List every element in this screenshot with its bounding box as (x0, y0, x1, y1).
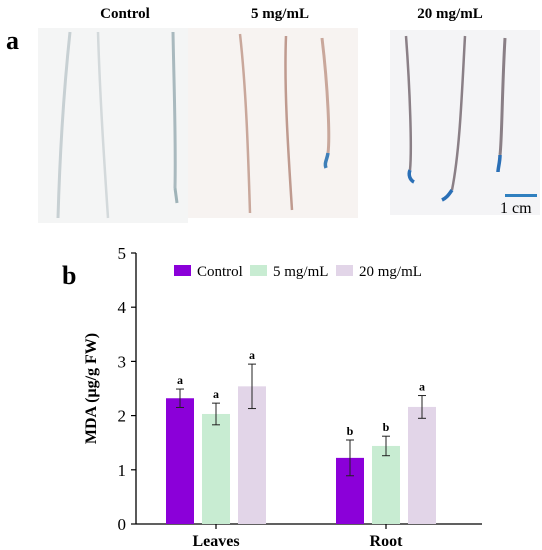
bar (372, 445, 400, 524)
y-tick-label: 0 (118, 515, 127, 534)
significance-letter: a (249, 348, 255, 362)
significance-letter: a (419, 380, 425, 394)
y-tick-label: 3 (118, 352, 127, 371)
significance-letter: b (383, 420, 390, 434)
y-tick-label: 2 (118, 407, 127, 426)
y-tick-label: 4 (118, 298, 127, 317)
root-photo-5mgml (188, 28, 358, 218)
column-title-20mgml: 20 mg/mL (417, 6, 483, 22)
bar (166, 398, 194, 524)
y-tick-label: 1 (118, 461, 127, 480)
column-title-control: Control (100, 6, 150, 22)
significance-letter: b (347, 424, 354, 438)
bar (202, 413, 230, 524)
legend-label: 20 mg/mL (359, 264, 422, 280)
legend-swatch (250, 265, 267, 276)
legend-label: 5 mg/mL (273, 264, 328, 280)
scale-bar (505, 194, 537, 197)
bar (408, 406, 436, 524)
y-axis-label: MDA (μg/g FW) (83, 333, 100, 444)
legend-label: Control (197, 264, 243, 280)
column-title-5mgml: 5 mg/mL (251, 6, 309, 22)
legend-swatch (336, 265, 353, 276)
root-photo-20mgml (390, 30, 540, 215)
panel-a-letter: a (6, 26, 19, 55)
x-tick-label: Root (370, 533, 404, 550)
legend-swatch (174, 265, 191, 276)
x-tick-label: Leaves (192, 533, 239, 550)
scale-bar-label: 1 cm (500, 200, 532, 217)
root-photo-control (38, 28, 188, 223)
bar (238, 386, 266, 524)
panel-b-letter: b (62, 261, 76, 290)
significance-letter: a (177, 373, 183, 387)
mda-bar-chart: b 0 1 2 3 4 5 MDA (μg/g FW) a a a Leaves b b a Root Con… (62, 244, 482, 550)
y-tick-label: 5 (118, 244, 127, 263)
significance-letter: a (213, 387, 219, 401)
